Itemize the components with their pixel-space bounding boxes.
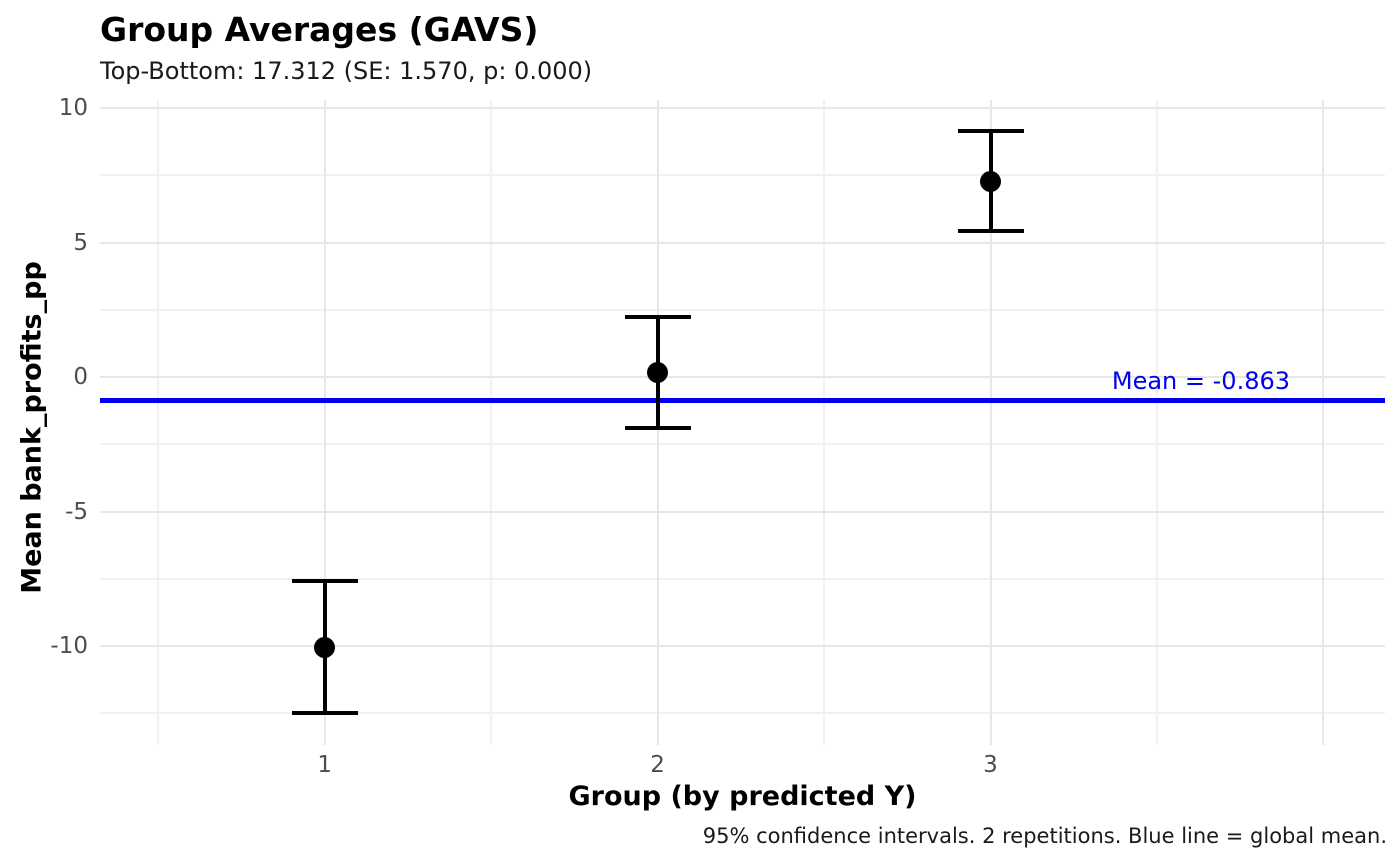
y-tick-label: 5 <box>73 229 88 256</box>
x-gridline-minor <box>1155 100 1158 745</box>
y-tick-label: 0 <box>73 364 88 391</box>
y-gridline-minor <box>100 712 1385 715</box>
y-gridline-major <box>100 510 1385 513</box>
x-tick-label: 2 <box>650 752 665 778</box>
y-gridline-minor <box>100 308 1385 311</box>
y-gridline-major <box>100 645 1385 648</box>
x-gridline-minor <box>823 100 826 745</box>
y-axis-title: Mean bank_profits_pp <box>16 261 48 594</box>
error-bar-cap-bottom <box>624 425 691 430</box>
plot-panel <box>100 100 1385 745</box>
chart-title: Group Averages (GAVS) <box>100 10 539 49</box>
error-bar-cap-top <box>624 315 691 320</box>
y-gridline-major <box>100 241 1385 244</box>
x-gridline-major <box>989 100 992 745</box>
y-tick-label: -10 <box>50 633 88 660</box>
x-tick-label: 1 <box>317 752 333 778</box>
x-tick-label: 3 <box>983 752 998 778</box>
error-bar-cap-bottom <box>291 710 358 715</box>
x-gridline-minor <box>490 100 493 745</box>
chart-subtitle: Top-Bottom: 17.312 (SE: 1.570, p: 0.000) <box>100 57 593 85</box>
x-gridline-major <box>1322 100 1325 745</box>
error-bar-cap-bottom <box>957 229 1024 234</box>
x-gridline-minor <box>157 100 160 745</box>
y-gridline-minor <box>100 577 1385 580</box>
chart-caption: 95% confidence intervals. 2 repetitions.… <box>702 824 1387 848</box>
error-bar-cap-top <box>291 579 358 584</box>
y-gridline-minor <box>100 443 1385 446</box>
mean-line-label: Mean = -0.863 <box>1111 367 1290 396</box>
x-axis-title: Group (by predicted Y) <box>568 781 917 812</box>
data-point <box>314 636 336 658</box>
y-gridline-major <box>100 107 1385 110</box>
data-point <box>980 170 1001 192</box>
global-mean-line <box>100 397 1385 403</box>
x-gridline-major <box>323 100 326 745</box>
y-gridline-minor <box>100 174 1385 177</box>
y-tick-label: 10 <box>58 95 88 122</box>
y-gridline-major <box>100 376 1385 379</box>
error-bar-cap-top <box>957 129 1024 134</box>
y-tick-label: -5 <box>65 498 88 525</box>
data-point <box>647 361 669 383</box>
